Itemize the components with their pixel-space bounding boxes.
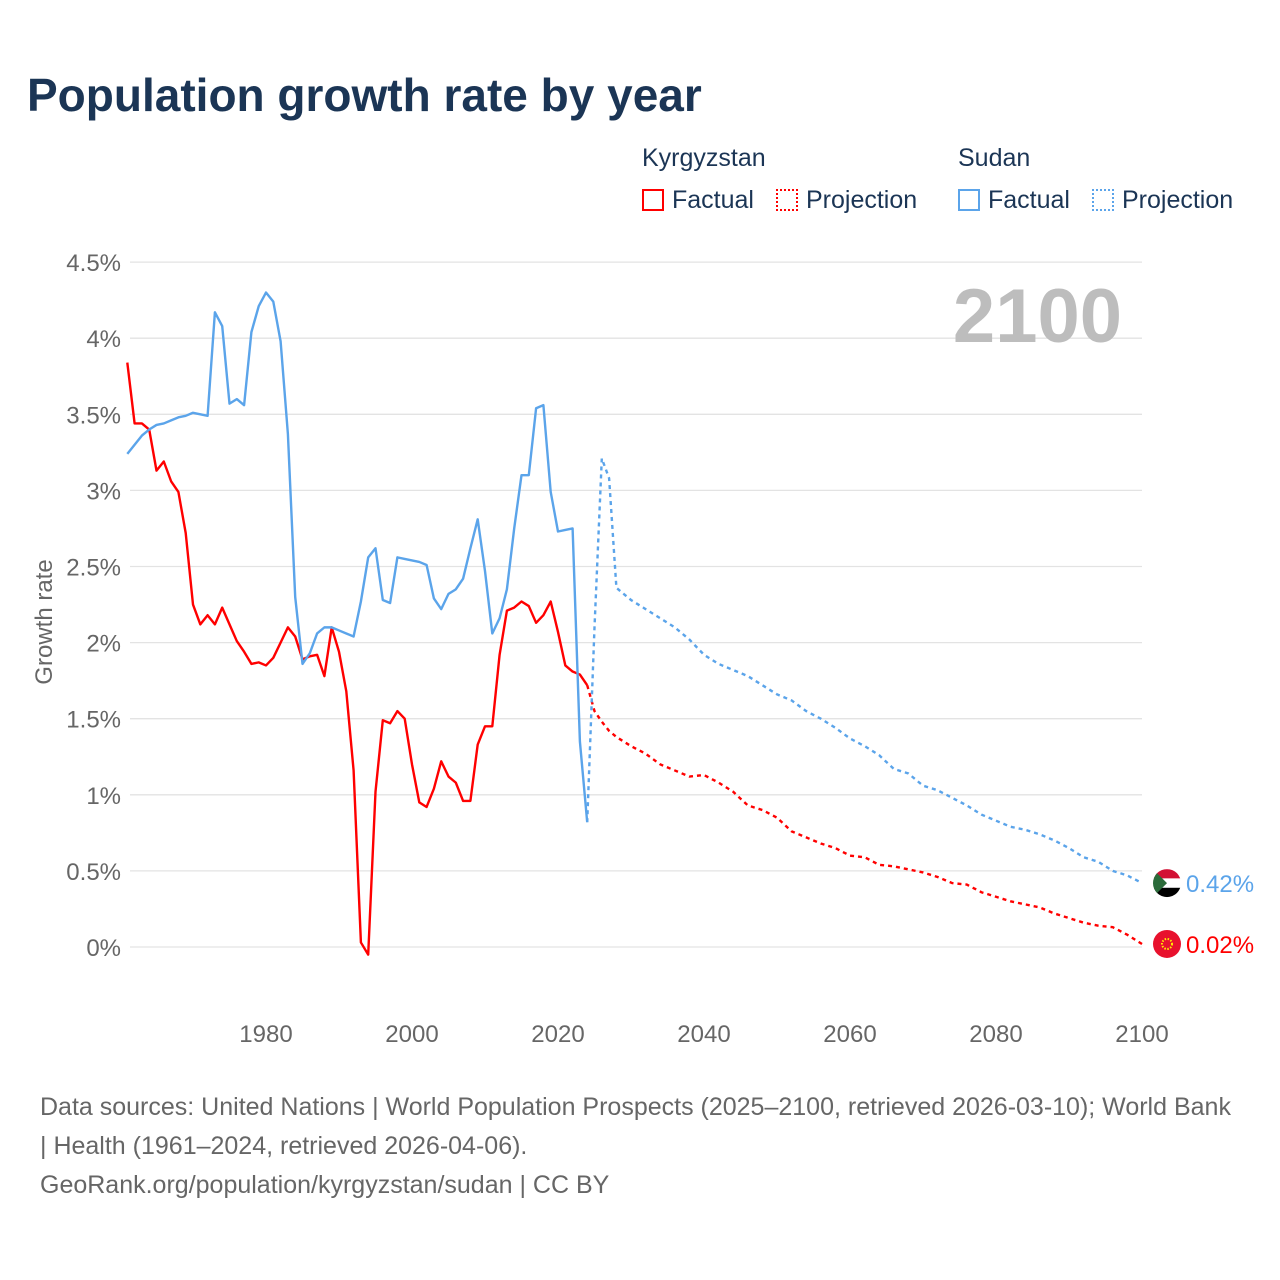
legend-kyrgyzstan-projection[interactable]: Projection — [776, 186, 917, 215]
footer: Data sources: United Nations | World Pop… — [40, 1088, 1240, 1205]
series-sudan-projection — [586, 458, 1143, 885]
source-link[interactable]: GeoRank.org/population/kyrgyzstan/sudan … — [40, 1171, 610, 1199]
x-tick-label: 2100 — [1115, 1021, 1168, 1048]
legend-group-kyrgyzstan: Kyrgyzstan — [642, 144, 766, 172]
y-tick-label: 0% — [86, 935, 121, 962]
y-tick-label: 4% — [86, 326, 121, 353]
legend-swatch — [642, 189, 664, 211]
x-tick-label: 2080 — [969, 1021, 1022, 1048]
y-tick-label: 1.5% — [66, 707, 121, 734]
series-kyrgyzstan-projection — [586, 684, 1143, 945]
end-value-label-kyrgyzstan: 0.02% — [1186, 932, 1254, 959]
end-value-label-sudan: 0.42% — [1186, 871, 1254, 898]
y-tick-label: 2.5% — [66, 555, 121, 582]
data-sources: Data sources: United Nations | World Pop… — [40, 1093, 1231, 1160]
legend-label: Projection — [806, 186, 918, 214]
series-sudan-factual — [126, 291, 589, 823]
legend-swatch — [958, 189, 980, 211]
year-label: 2100 — [953, 274, 1122, 359]
chart-title: Population growth rate by year — [27, 69, 702, 121]
y-tick-label: 0.5% — [66, 859, 121, 886]
x-tick-label: 1980 — [239, 1021, 292, 1048]
kyrgyzstan-flag-icon — [1153, 929, 1181, 958]
legend-swatch — [776, 189, 798, 211]
sudan-flag-icon — [1153, 869, 1181, 898]
flag-sun-icon — [1161, 937, 1173, 950]
legend-label: Factual — [672, 186, 754, 214]
y-axis-label: Growth rate — [31, 559, 58, 684]
legend-label: Factual — [988, 186, 1070, 214]
legend-label: Projection — [1122, 186, 1234, 214]
y-tick-label: 2% — [86, 631, 121, 658]
y-tick-label: 3% — [86, 478, 121, 505]
x-tick-label: 2060 — [823, 1021, 876, 1048]
x-tick-label: 2040 — [677, 1021, 730, 1048]
legend-swatch — [1092, 189, 1114, 211]
x-tick-label: 2020 — [531, 1021, 584, 1048]
y-tick-label: 4.5% — [66, 250, 121, 277]
x-tick-label: 2000 — [385, 1021, 438, 1048]
series-kyrgyzstan-factual — [126, 362, 589, 956]
legend-sudan-factual[interactable]: Factual — [958, 186, 1070, 215]
legend-kyrgyzstan-factual[interactable]: Factual — [642, 186, 754, 215]
y-tick-label: 3.5% — [66, 402, 121, 429]
y-tick-label: 1% — [86, 783, 121, 810]
legend-sudan-projection[interactable]: Projection — [1092, 186, 1233, 215]
legend-group-sudan: Sudan — [958, 144, 1031, 172]
